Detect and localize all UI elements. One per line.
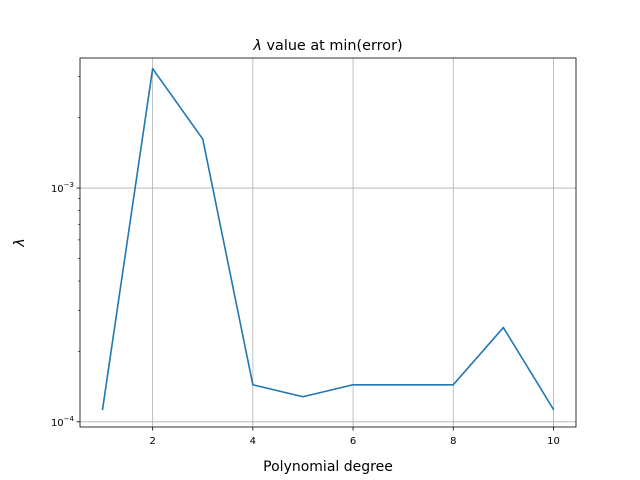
x-tick-label: 6 [350,436,356,447]
data-point [402,383,404,386]
x-tick-label: 10 [547,436,560,447]
y-tick-label: 10−3 [51,181,74,195]
data-point [552,408,555,411]
series-layer [101,67,555,411]
data-point [302,395,304,398]
chart-title-text: value at min(error) [262,38,403,54]
data-point [502,326,505,329]
x-tick-label: 8 [450,436,456,447]
x-axis-ticks: 2 4 6 8 10 [149,427,560,447]
y-axis-ticks: 10−4 10−3 [51,76,80,429]
y-tick-label: 10−4 [51,415,75,429]
data-point [252,383,254,386]
data-point [101,408,104,411]
chart-title-symbol: λ [252,38,262,54]
series-line [101,67,555,410]
data-point [352,383,354,386]
chart-title: λ value at min(error) [252,38,402,54]
data-point [452,383,455,386]
x-tick-label: 2 [149,436,155,447]
data-point [201,138,204,140]
axes-frame [79,57,577,428]
data-point [151,67,154,70]
y-axis-label: λ [12,238,28,247]
x-tick-label: 4 [250,436,256,447]
grid-lines [80,58,576,427]
x-axis-label: Polynomial degree [263,459,393,475]
